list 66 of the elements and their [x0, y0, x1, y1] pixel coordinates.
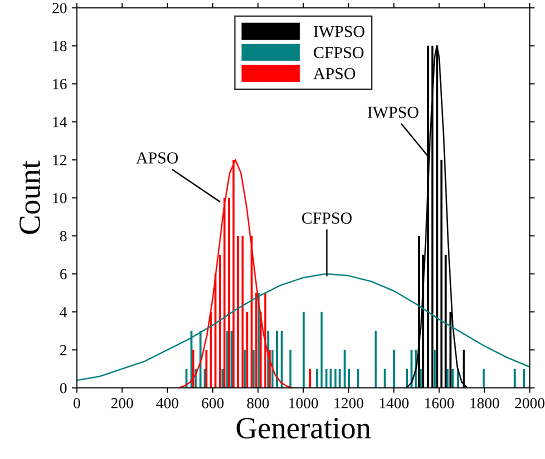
y-tick-label: 2 [60, 345, 66, 356]
x-tick-label: 800 [247, 398, 269, 408]
bar [357, 368, 360, 388]
bar [446, 368, 449, 388]
annotation: IWPSO [368, 106, 418, 118]
x-tick-label: 1200 [334, 398, 364, 408]
bar [374, 330, 377, 388]
bar [344, 350, 346, 388]
bar [242, 236, 244, 388]
bar [523, 368, 526, 388]
legend-label: CFPSO [314, 46, 364, 58]
y-tick-label: 12 [53, 155, 66, 166]
y-tick-label: 10 [53, 192, 67, 204]
x-tick-label: 1800 [470, 398, 500, 408]
x-tick-label: 400 [156, 398, 178, 408]
bar [276, 330, 278, 388]
x-tick-label: 1600 [425, 398, 454, 408]
bar [230, 330, 233, 388]
y-tick-label: 4 [60, 307, 67, 318]
bar [338, 368, 341, 388]
x-tick-label: 200 [111, 398, 134, 408]
bar [420, 368, 422, 388]
y-tick-label: 18 [53, 40, 67, 52]
bar [384, 368, 386, 388]
bar [252, 350, 255, 388]
x-tick-label: 0 [74, 398, 80, 408]
bar [330, 368, 332, 388]
bar [228, 198, 230, 388]
bar [244, 350, 246, 388]
bar [289, 350, 292, 388]
y-tick-label: 20 [52, 2, 67, 14]
x-axis-title: Generation [236, 418, 371, 438]
annotation: APSO [136, 152, 178, 164]
bar [316, 368, 318, 388]
bar [320, 312, 323, 388]
bar [226, 330, 228, 388]
bar [334, 368, 336, 388]
bar [309, 368, 312, 388]
bar [434, 350, 436, 388]
bar [452, 368, 454, 388]
x-tick-label: 1000 [289, 398, 318, 408]
y-tick-label: 14 [53, 117, 67, 128]
bar [246, 312, 248, 388]
line-series [178, 159, 293, 388]
x-tick-label: 1400 [380, 398, 409, 408]
legend-label: IWPSO [314, 26, 364, 38]
y-axis-title: Count [20, 160, 40, 234]
x-tick-label: 600 [202, 398, 224, 408]
bar [302, 312, 305, 388]
bar [393, 350, 396, 388]
bar [280, 330, 283, 388]
bar [348, 368, 350, 388]
y-tick-label: 6 [60, 269, 67, 280]
bar [406, 368, 408, 388]
bar [410, 350, 413, 388]
bar [482, 368, 485, 388]
x-tick-label: 2000 [515, 398, 544, 408]
y-tick-label: 0 [60, 382, 67, 394]
bar [221, 368, 224, 388]
bar [237, 236, 240, 388]
y-tick-label: 8 [60, 230, 67, 242]
bar [325, 368, 328, 388]
annotation: CFPSO [302, 212, 352, 224]
bar [514, 368, 516, 388]
y-tick-label: 16 [53, 78, 67, 90]
legend-label: APSO [313, 68, 356, 80]
